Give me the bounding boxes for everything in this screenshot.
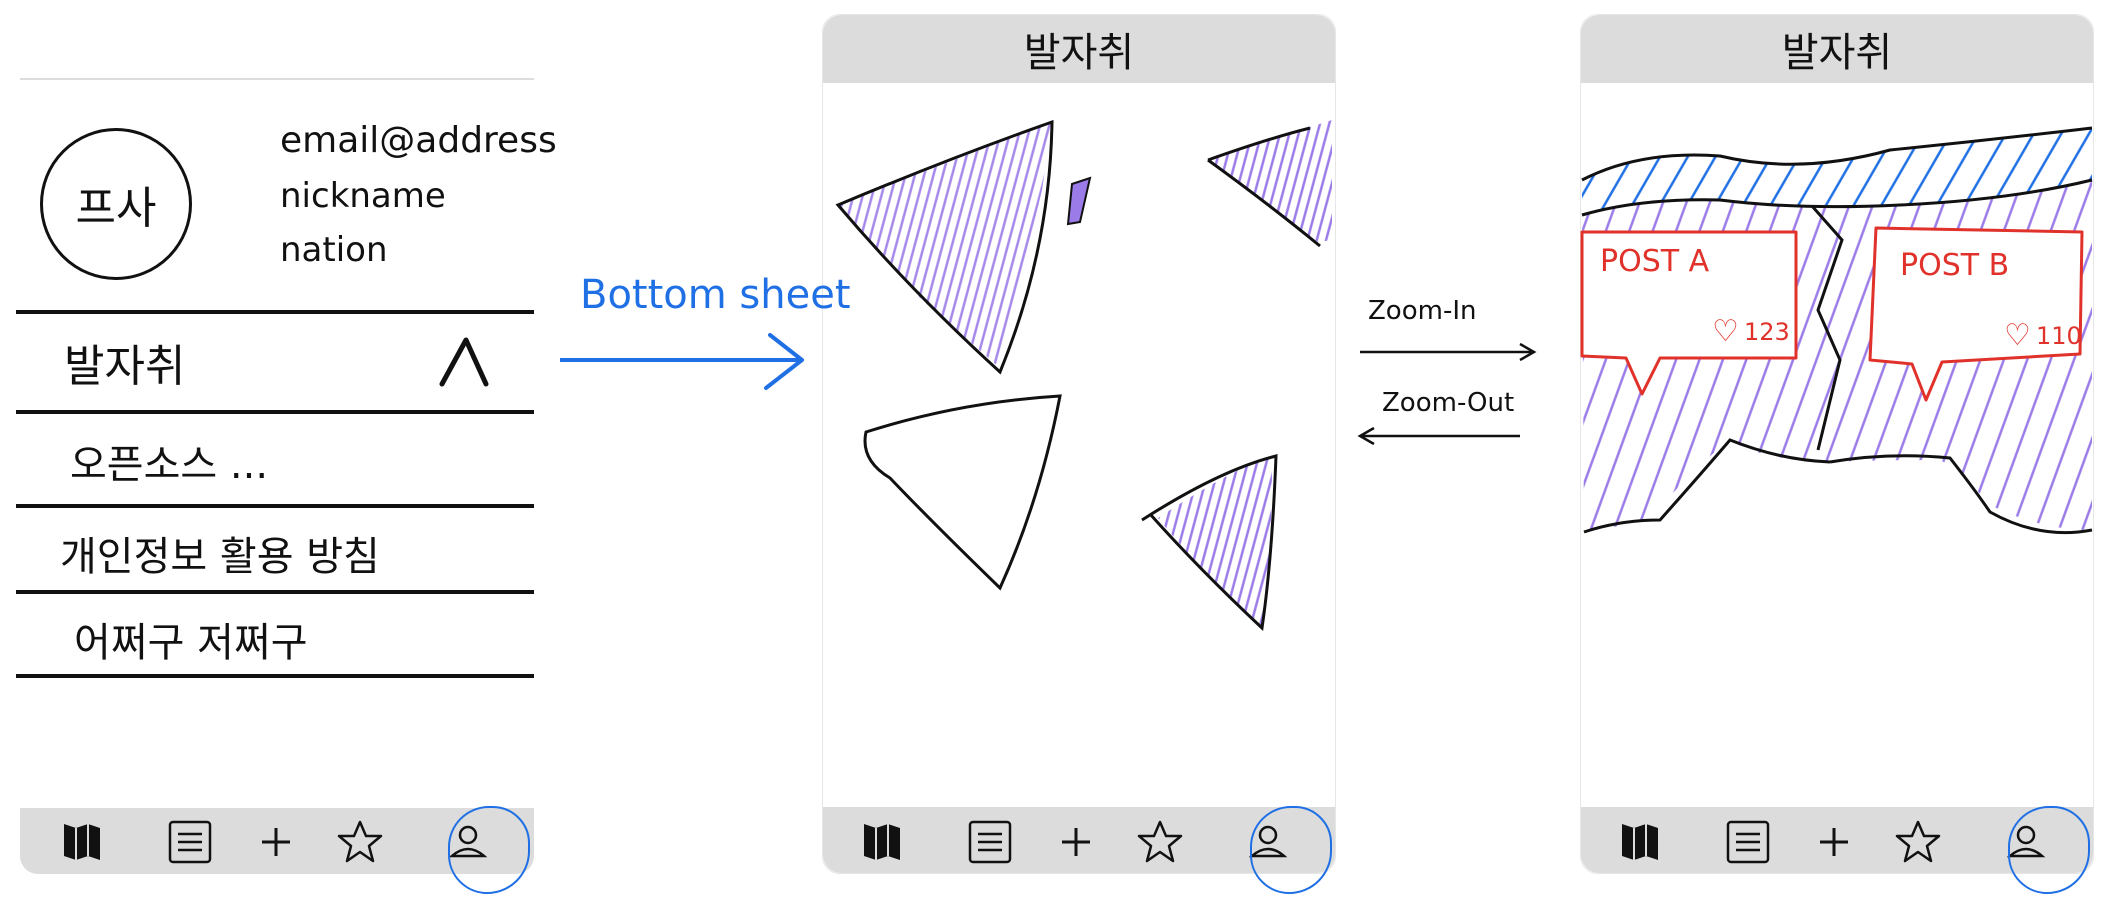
zoom-in-label: Zoom-In [1368, 296, 1477, 326]
caret-up-icon [439, 337, 489, 387]
menu-item-label: 발자취 [64, 341, 186, 392]
map-shape-3 [863, 394, 1062, 591]
nickname-text: nickname [280, 176, 446, 216]
active-tab-highlight [2008, 806, 2090, 894]
zoom-out-label: Zoom-Out [1382, 388, 1515, 418]
post-bubble-a [1580, 230, 1798, 396]
menu-item-footprint[interactable]: 발자취 [16, 310, 534, 414]
post-b-heart-icon: ♡ [2004, 318, 2031, 353]
list-icon[interactable] [1726, 820, 1770, 864]
active-tab-highlight [448, 806, 530, 894]
detail-header: 발자취 [1581, 15, 2093, 83]
menu-item-label: 오픈소스 ... [70, 442, 269, 488]
email-text: email@address [280, 120, 557, 161]
map-icon[interactable] [1622, 824, 1658, 860]
post-b-likes: 110 [2036, 322, 2082, 350]
plus-icon[interactable] [1820, 828, 1848, 856]
profile-screen: 프사 email@address nickname nation 발자취 오픈소… [16, 78, 557, 874]
nav-icons [64, 820, 2046, 864]
list-icon[interactable] [968, 820, 1012, 864]
map-icon[interactable] [864, 824, 900, 860]
star-icon[interactable] [337, 820, 383, 863]
list-icon[interactable] [168, 820, 212, 864]
profile-photo[interactable]: 프사 [40, 128, 192, 280]
plus-icon[interactable] [1062, 828, 1090, 856]
map-title: 발자취 [1023, 30, 1135, 76]
post-b-title[interactable]: POST B [1900, 248, 2010, 283]
bottom-nav [823, 807, 1335, 873]
map-shape-1 [835, 119, 1092, 375]
post-a-likes: 123 [1744, 318, 1790, 346]
plus-icon[interactable] [262, 828, 290, 856]
profile-photo-label: 프사 [75, 183, 157, 234]
menu-item-etc[interactable]: 어쩌구 저쩌구 [16, 594, 534, 678]
map-shape-2 [1207, 120, 1332, 248]
menu-item-opensource[interactable]: 오픈소스 ... [16, 410, 534, 508]
zoom-out-arrow [1357, 426, 1520, 446]
menu-item-label: 어쩌구 저쩌구 [74, 620, 308, 666]
map-shape-4 [1141, 454, 1278, 632]
post-a-heart-icon: ♡ [1712, 314, 1739, 349]
detail-title: 발자취 [1781, 30, 1893, 76]
map-icon[interactable] [64, 824, 100, 860]
post-a-title[interactable]: POST A [1600, 244, 1710, 279]
menu-item-privacy[interactable]: 개인정보 활용 방침 [16, 508, 534, 594]
bottom-sheet-arrow [560, 333, 804, 390]
active-tab-highlight [1250, 806, 1332, 894]
bottom-sheet-label: Bottom sheet [580, 272, 851, 318]
zoom-in-arrow [1360, 342, 1537, 362]
star-icon[interactable] [1895, 820, 1941, 863]
nation-text: nation [280, 230, 388, 270]
post-bubble-b [1868, 226, 2084, 402]
menu-item-label: 개인정보 활용 방침 [60, 534, 380, 580]
star-icon[interactable] [1137, 820, 1183, 863]
bottom-nav [1581, 807, 2093, 873]
map-header: 발자취 [823, 15, 1335, 83]
